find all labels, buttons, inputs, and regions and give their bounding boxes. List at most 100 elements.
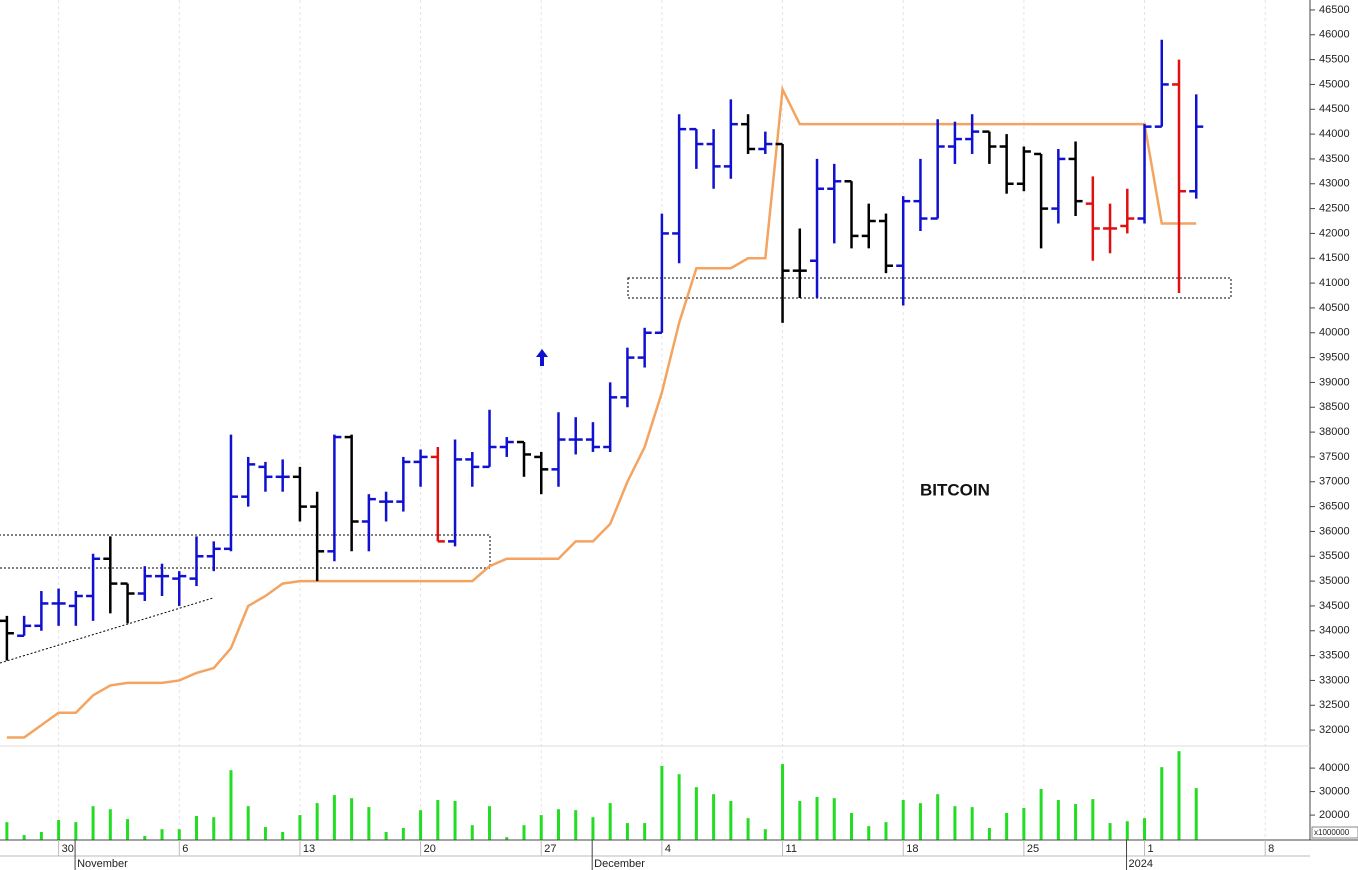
volume-bar xyxy=(746,818,750,840)
volume-bar xyxy=(1125,821,1129,840)
x-tick-label: 20 xyxy=(424,843,436,855)
y-tick-label: 42000 xyxy=(1319,227,1350,239)
y-tick-label: 40500 xyxy=(1319,302,1350,314)
volume-bar xyxy=(505,837,509,840)
volume-bar xyxy=(677,774,681,840)
volume-bar xyxy=(1074,804,1078,840)
y-tick-label: 37000 xyxy=(1319,476,1350,488)
volume-bar xyxy=(953,806,957,840)
volume-bar xyxy=(212,817,216,840)
volume-bar xyxy=(436,800,440,840)
volume-bar xyxy=(315,803,319,840)
volume-bar xyxy=(57,820,61,840)
volume-bar xyxy=(884,822,888,840)
volume-bar xyxy=(1143,818,1147,840)
volume-bar xyxy=(263,827,267,840)
month-label: December xyxy=(594,858,645,870)
volume-bar xyxy=(453,800,457,840)
volume-bar xyxy=(556,809,560,840)
grid xyxy=(58,0,1266,840)
volume-bar xyxy=(332,795,336,840)
y-tick-label: 39500 xyxy=(1319,352,1350,364)
volume-bar xyxy=(539,815,543,840)
volume-bar xyxy=(867,826,871,840)
x-tick-label: 8 xyxy=(1268,843,1274,855)
x-tick-label: 4 xyxy=(665,843,671,855)
y-tick-label: 41500 xyxy=(1319,252,1350,264)
volume-bar xyxy=(367,807,371,840)
unit-box xyxy=(1311,826,1358,839)
volume-bar xyxy=(401,828,405,840)
volume-bar xyxy=(970,807,974,840)
volume-bar xyxy=(694,787,698,840)
volume-bar xyxy=(729,800,733,840)
volume-bar xyxy=(5,822,9,840)
volume-bar xyxy=(987,828,991,840)
x-tick-label: 27 xyxy=(544,843,556,855)
y-tick-label: 45500 xyxy=(1319,54,1350,66)
volume-bar xyxy=(143,836,147,840)
volume-bar xyxy=(195,816,198,840)
volume-bar xyxy=(1160,767,1164,840)
volume-bar xyxy=(643,823,647,840)
volume-bar xyxy=(91,806,95,840)
volume-bar xyxy=(1091,799,1095,840)
volume-bar xyxy=(22,835,26,840)
volume-bar xyxy=(918,803,922,840)
y-tick-label: 38000 xyxy=(1319,426,1350,438)
zone-box xyxy=(627,277,1232,299)
volume-bar xyxy=(625,823,629,840)
volume-bar xyxy=(660,765,664,840)
volume-bar xyxy=(815,796,819,840)
volume-bar xyxy=(936,794,940,840)
volume-bar xyxy=(712,794,716,840)
x-tick-label: 25 xyxy=(1027,843,1039,855)
y-tick-label: 45000 xyxy=(1319,78,1350,90)
volume-bar xyxy=(608,803,612,840)
volume-bar xyxy=(298,815,302,840)
y-tick-label: 33500 xyxy=(1319,650,1350,662)
y-tick-label: 33000 xyxy=(1319,674,1350,686)
volume-bar xyxy=(1039,789,1043,840)
y-tick-label: 39000 xyxy=(1319,376,1350,388)
y-tick-label: 44500 xyxy=(1319,103,1350,115)
volume-bar xyxy=(350,798,354,840)
y-tick-label: 40000 xyxy=(1319,327,1350,339)
y-tick-label: 42500 xyxy=(1319,203,1350,215)
volume-bar xyxy=(1056,800,1060,840)
chart-title: BITCOIN xyxy=(920,480,990,499)
volume-bar xyxy=(177,829,181,840)
signal-arrow xyxy=(536,349,548,366)
y-tick-label: 41000 xyxy=(1319,277,1350,289)
volume-bar xyxy=(850,812,853,840)
y-tick-label: 37500 xyxy=(1319,451,1350,463)
volume-tick-label: 20000 xyxy=(1319,809,1350,821)
y-tick-label: 38500 xyxy=(1319,401,1350,413)
volume-bar xyxy=(798,800,802,840)
zone-box xyxy=(0,534,491,569)
volume-bar xyxy=(1177,751,1181,840)
volume-bar xyxy=(419,810,423,840)
volume-bar xyxy=(229,770,233,840)
month-label: November xyxy=(77,858,128,870)
volume-bar xyxy=(1022,808,1026,840)
volume-bar xyxy=(832,798,836,840)
y-tick-label: 34500 xyxy=(1319,600,1350,612)
volume-bar xyxy=(1005,812,1009,840)
volume-bar xyxy=(591,817,595,840)
x-tick-label: 18 xyxy=(906,843,918,855)
stop-line xyxy=(6,84,1197,739)
y-tick-label: 32000 xyxy=(1319,724,1350,736)
volume-bar xyxy=(781,764,785,840)
y-tick-label: 34000 xyxy=(1319,625,1350,637)
y-tick-label: 35500 xyxy=(1319,550,1350,562)
y-tick-label: 46500 xyxy=(1319,4,1350,16)
x-tick-label: 1 xyxy=(1148,843,1154,855)
volume-bar xyxy=(246,806,250,840)
volume-bar xyxy=(470,825,474,840)
x-tick-label: 6 xyxy=(182,843,188,855)
y-tick-label: 35000 xyxy=(1319,575,1350,587)
volume-bar xyxy=(1194,788,1198,840)
y-tick-label: 32500 xyxy=(1319,699,1350,711)
